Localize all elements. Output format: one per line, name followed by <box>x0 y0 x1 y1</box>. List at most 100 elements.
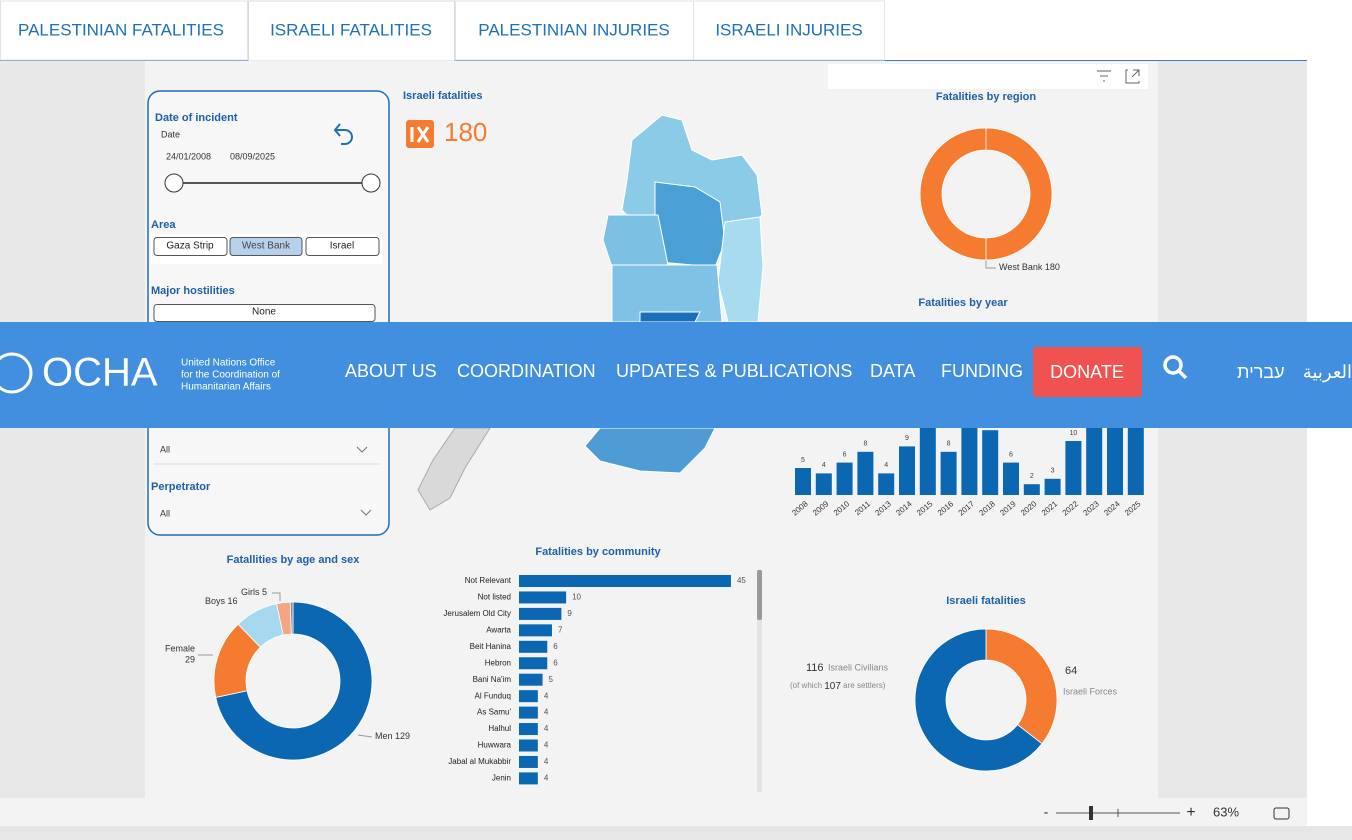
org-name: United Nations Office <box>181 358 276 369</box>
tab[interactable] <box>0 0 248 61</box>
data-label: 29 <box>185 654 195 664</box>
chart-title: Fatalities by community <box>535 546 661 558</box>
bar <box>519 624 552 637</box>
category-label: Halhul <box>488 724 511 733</box>
bar <box>919 414 936 495</box>
data-label: Israeli Civilians <box>828 662 889 672</box>
data-label: 6 <box>553 642 558 651</box>
data-label: 8 <box>947 441 951 448</box>
donate-label[interactable]: DONATE <box>1050 362 1124 382</box>
slider-handle[interactable] <box>164 173 184 193</box>
chevron[interactable] <box>360 509 372 516</box>
area-button[interactable] <box>305 237 380 256</box>
category-label: Al Funduq <box>475 691 511 700</box>
area-button[interactable] <box>153 237 228 256</box>
language-link[interactable]: עברית <box>1237 362 1285 382</box>
data-label: 10 <box>572 593 581 602</box>
bar <box>519 657 548 670</box>
nav-item[interactable]: FUNDING <box>941 361 1023 381</box>
kpi-title: Israeli fatalities <box>403 90 483 102</box>
bar <box>1044 478 1061 495</box>
label-name: Men <box>375 731 393 741</box>
donate-button[interactable] <box>1033 347 1142 397</box>
category-label: Huwwara <box>478 741 512 750</box>
filter-title: Major hostilities <box>151 285 235 297</box>
bar <box>519 591 567 604</box>
label-value: 180 <box>1045 262 1060 272</box>
zoom-out[interactable]: - <box>1044 804 1049 820</box>
data-label: 4 <box>544 708 549 717</box>
data-label: 4 <box>544 774 549 783</box>
nav-item[interactable]: COORDINATION <box>457 361 596 381</box>
zoom-in[interactable]: + <box>1186 804 1195 821</box>
search-icon[interactable] <box>1163 355 1188 380</box>
visual-icons[interactable] <box>1097 69 1140 84</box>
area-label[interactable]: Israel <box>330 241 354 252</box>
scrollbar-thumb[interactable] <box>757 570 762 620</box>
data-label: 7 <box>558 625 563 634</box>
area-label[interactable]: West Bank <box>242 241 291 252</box>
kpi-icon-glyph <box>410 126 430 143</box>
logo-text[interactable]: OCHA <box>42 351 158 395</box>
nav-item[interactable]: ABOUT US <box>345 361 437 381</box>
donut-segment <box>289 601 294 635</box>
data-value: 64 <box>1065 665 1077 677</box>
data-label: 4 <box>884 462 888 469</box>
un-emblem <box>0 352 33 394</box>
label-value: 16 <box>228 596 238 606</box>
bar <box>1086 414 1103 495</box>
date-start[interactable]: 24/01/2008 <box>166 151 211 161</box>
leader-line <box>272 592 281 601</box>
label-value: 5 <box>262 587 267 597</box>
area-label[interactable]: Gaza Strip <box>166 241 214 252</box>
note-text: (of which <box>790 681 822 690</box>
kpi-icon <box>406 120 434 148</box>
bar <box>982 430 999 495</box>
language-link[interactable]: العربية <box>1303 362 1352 383</box>
data-label: 5 <box>549 675 554 684</box>
reset-icon[interactable] <box>333 123 353 145</box>
note-value: 107 <box>824 681 841 692</box>
dropdown-value[interactable]: All <box>160 444 170 454</box>
chart-title: Israeli fatalities <box>946 595 1026 607</box>
site-navbar: OCHA United Nations Office for the Coord… <box>0 322 1352 428</box>
zoom-value: 63% <box>1213 804 1239 819</box>
nav-item[interactable]: DATA <box>870 361 915 381</box>
hostilities-label[interactable]: None <box>252 307 276 318</box>
bar <box>815 473 832 495</box>
bar <box>795 468 811 495</box>
data-label: Israeli Forces <box>1063 686 1118 696</box>
data-label: Girls 5 <box>241 587 267 597</box>
chevron[interactable] <box>356 446 368 453</box>
fit-icon[interactable] <box>1273 807 1290 820</box>
tab[interactable] <box>693 0 885 61</box>
data-label: 3 <box>1051 468 1055 475</box>
data-label: 4 <box>544 724 549 733</box>
filter-panel: Date of incident Date 24/01/2008 08/09/2… <box>147 90 390 536</box>
kpi-value: 180 <box>444 117 487 147</box>
nav-item[interactable]: UPDATES & PUBLICATIONS <box>616 361 852 381</box>
data-label: Boys 16 <box>205 596 238 606</box>
date-end[interactable]: 08/09/2025 <box>230 151 275 161</box>
filter-title: Perpetrator <box>151 481 211 493</box>
category-label: Jenin <box>492 774 511 783</box>
zoom-thumb[interactable] <box>1089 806 1093 820</box>
bar <box>519 723 538 736</box>
tab[interactable] <box>455 0 694 61</box>
category-label: Jerusalem Old City <box>443 609 511 618</box>
data-value: 116 <box>806 662 824 674</box>
tab-label[interactable]: PALESTINIAN INJURIES <box>478 20 669 39</box>
hostilities-button[interactable] <box>153 304 376 322</box>
tab-label[interactable]: ISRAELI INJURIES <box>715 20 862 39</box>
slider-handle[interactable] <box>361 173 381 193</box>
data-label: 9 <box>567 609 572 618</box>
data-label: 45 <box>737 576 746 585</box>
filter-title: Date of incident <box>155 112 238 124</box>
area-button-selected[interactable] <box>229 237 303 256</box>
data-label: 6 <box>843 451 847 458</box>
note: (of which 107 are settlers) <box>790 681 886 692</box>
tab-label[interactable]: PALESTINIAN FATALITIES <box>18 20 224 39</box>
tab-label[interactable]: ISRAELI FATALITIES <box>270 20 432 39</box>
dropdown-value[interactable]: All <box>160 508 170 518</box>
donut-segment <box>914 628 1043 772</box>
